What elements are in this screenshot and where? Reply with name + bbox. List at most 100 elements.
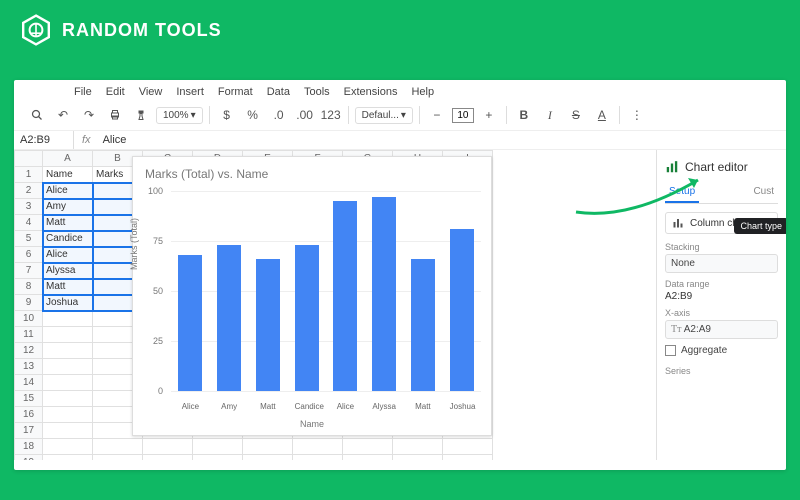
cell[interactable] — [43, 439, 93, 455]
column-header[interactable]: A — [43, 151, 93, 167]
name-box[interactable]: A2:B9 — [14, 131, 74, 149]
row-header[interactable]: 16 — [15, 407, 43, 423]
row-header[interactable]: 12 — [15, 343, 43, 359]
cell[interactable] — [93, 439, 143, 455]
cell[interactable] — [43, 455, 93, 461]
stacking-select[interactable]: None — [665, 254, 778, 273]
row-header[interactable]: 5 — [15, 231, 43, 247]
cell[interactable] — [393, 439, 443, 455]
cell[interactable]: Joshua — [43, 295, 93, 311]
data-range-value[interactable]: A2:B9 — [665, 291, 778, 302]
row-header[interactable]: 13 — [15, 359, 43, 375]
search-icon[interactable] — [26, 104, 48, 126]
cell[interactable] — [343, 439, 393, 455]
undo-icon[interactable]: ↶ — [52, 104, 74, 126]
strikethrough-icon[interactable]: S — [565, 104, 587, 126]
menu-format[interactable]: Format — [218, 86, 253, 98]
row-header[interactable]: 7 — [15, 263, 43, 279]
menu-insert[interactable]: Insert — [176, 86, 204, 98]
cell[interactable] — [343, 455, 393, 461]
decimal-decrease-icon[interactable]: .0 — [268, 104, 290, 126]
chart-editor-panel: Chart editor Setup Cust Column chart Cha… — [656, 150, 786, 460]
menu-view[interactable]: View — [139, 86, 163, 98]
cell[interactable] — [93, 455, 143, 461]
cell[interactable] — [43, 311, 93, 327]
chart-editor-title: Chart editor — [685, 160, 748, 174]
cell[interactable] — [43, 375, 93, 391]
font-size-input[interactable]: 10 — [452, 108, 474, 123]
cell[interactable] — [43, 327, 93, 343]
tab-setup[interactable]: Setup — [665, 182, 699, 203]
cell[interactable] — [443, 455, 493, 461]
percent-icon[interactable]: % — [242, 104, 264, 126]
cell[interactable] — [243, 455, 293, 461]
cell[interactable]: Alyssa — [43, 263, 93, 279]
menu-data[interactable]: Data — [267, 86, 290, 98]
menu-file[interactable]: File — [74, 86, 92, 98]
row-header[interactable]: 19 — [15, 455, 43, 461]
cell[interactable]: Candice — [43, 231, 93, 247]
cell[interactable] — [43, 423, 93, 439]
row-header[interactable]: 2 — [15, 183, 43, 199]
italic-icon[interactable]: I — [539, 104, 561, 126]
row-header[interactable]: 9 — [15, 295, 43, 311]
tab-customize[interactable]: Cust — [749, 182, 778, 203]
font-size-increase[interactable]: + — [478, 104, 500, 126]
row-header[interactable]: 4 — [15, 215, 43, 231]
paint-format-icon[interactable] — [130, 104, 152, 126]
cell[interactable]: Matt — [43, 215, 93, 231]
row-header[interactable]: 11 — [15, 327, 43, 343]
cell[interactable] — [193, 455, 243, 461]
row-header[interactable]: 18 — [15, 439, 43, 455]
menu-tools[interactable]: Tools — [304, 86, 330, 98]
font-family-select[interactable]: Defaul... ▾ — [355, 107, 413, 124]
aggregate-checkbox[interactable]: Aggregate — [665, 345, 778, 356]
cell[interactable]: Alice — [43, 183, 93, 199]
spreadsheet-app: File Edit View Insert Format Data Tools … — [14, 80, 786, 470]
cell[interactable]: Amy — [43, 199, 93, 215]
bold-icon[interactable]: B — [513, 104, 535, 126]
menu-help[interactable]: Help — [411, 86, 434, 98]
font-size-decrease[interactable]: − — [426, 104, 448, 126]
cell[interactable] — [43, 407, 93, 423]
cell[interactable]: Alice — [43, 247, 93, 263]
row-header[interactable]: 1 — [15, 167, 43, 183]
spreadsheet-grid[interactable]: ABCDEFGHI1NameMarks2Alice3Amy4Matt5Candi… — [14, 150, 656, 460]
cell[interactable] — [193, 439, 243, 455]
row-header[interactable]: 6 — [15, 247, 43, 263]
formula-bar: A2:B9 fx Alice — [14, 131, 786, 150]
cell[interactable]: Matt — [43, 279, 93, 295]
decimal-increase-icon[interactable]: .00 — [294, 104, 316, 126]
number-format-icon[interactable]: 123 — [320, 104, 342, 126]
row-header[interactable]: 3 — [15, 199, 43, 215]
text-color-icon[interactable]: A — [591, 104, 613, 126]
cell[interactable] — [293, 439, 343, 455]
chart-bar — [178, 255, 202, 391]
zoom-select[interactable]: 100% ▾ — [156, 107, 203, 124]
chart-x-tick: Alice — [178, 402, 202, 411]
row-header[interactable]: 10 — [15, 311, 43, 327]
menu-extensions[interactable]: Extensions — [344, 86, 398, 98]
redo-icon[interactable]: ↷ — [78, 104, 100, 126]
print-icon[interactable] — [104, 104, 126, 126]
row-header[interactable]: 14 — [15, 375, 43, 391]
embedded-chart[interactable]: Marks (Total) vs. Name 0255075100 Marks … — [132, 156, 492, 436]
more-icon[interactable]: ⋮ — [626, 104, 648, 126]
row-header[interactable]: 15 — [15, 391, 43, 407]
cell[interactable] — [143, 455, 193, 461]
cell[interactable] — [43, 391, 93, 407]
cell[interactable] — [43, 359, 93, 375]
currency-icon[interactable]: $ — [216, 104, 238, 126]
row-header[interactable]: 17 — [15, 423, 43, 439]
cell[interactable] — [243, 439, 293, 455]
formula-value[interactable]: Alice — [99, 134, 131, 146]
cell[interactable] — [443, 439, 493, 455]
cell[interactable] — [43, 343, 93, 359]
row-header[interactable]: 8 — [15, 279, 43, 295]
xaxis-value[interactable]: Tᴛ A2:A9 — [665, 320, 778, 339]
cell[interactable] — [143, 439, 193, 455]
cell[interactable] — [293, 455, 343, 461]
cell[interactable] — [393, 455, 443, 461]
cell[interactable]: Name — [43, 167, 93, 183]
menu-edit[interactable]: Edit — [106, 86, 125, 98]
